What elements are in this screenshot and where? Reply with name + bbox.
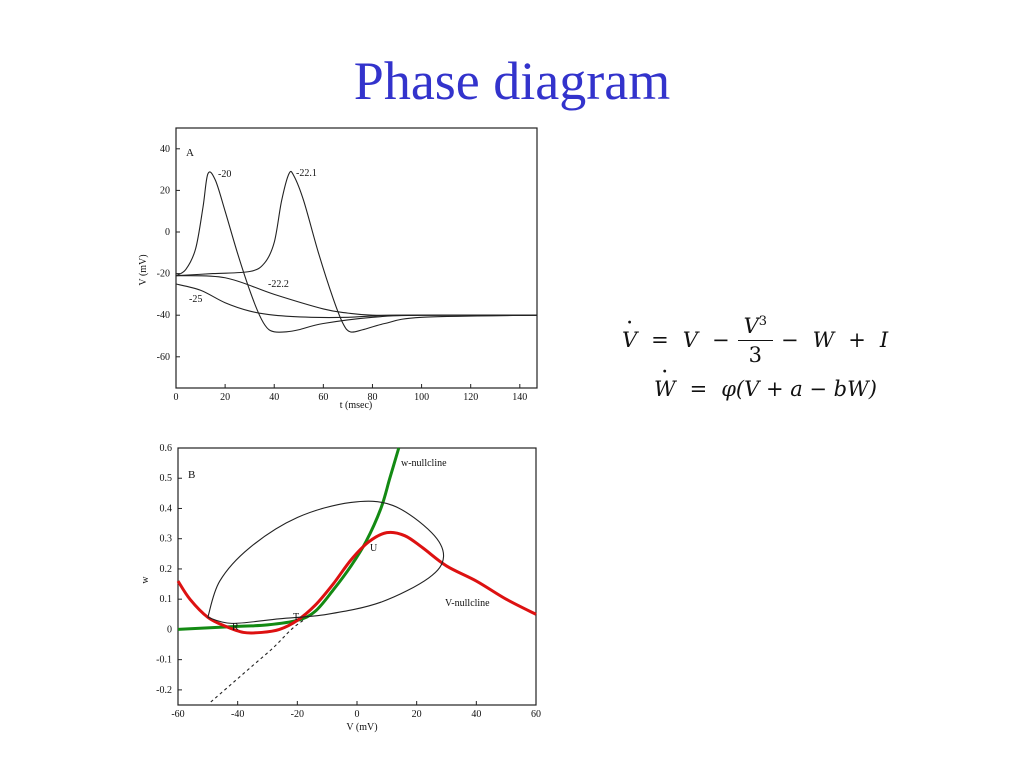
x-tick-label: 100	[414, 392, 429, 403]
y-tick-label: -40	[157, 310, 170, 321]
y-tick-label: -60	[157, 352, 170, 363]
eq1-term-w: W	[812, 328, 835, 352]
x-tick-label: 20	[220, 392, 230, 403]
y-tick-label: 0.5	[160, 473, 173, 484]
eq1-frac-num: V	[743, 313, 759, 338]
x-tick-label: -40	[231, 709, 244, 720]
panel-b-ylabel: w	[140, 576, 151, 584]
y-tick-label: 0.6	[160, 443, 173, 454]
y-tick-label: 0.3	[160, 534, 173, 545]
y-tick-label: -0.2	[156, 685, 172, 696]
series--22-2-line	[175, 275, 537, 316]
eq1-frac-exp: 3	[758, 313, 768, 329]
series-separatrix-line	[210, 619, 304, 703]
equation-w: W = φ(V + a − bW)	[622, 362, 952, 406]
x-tick-label: 40	[269, 392, 279, 403]
equation-v: V = V − V3 3 − W + I	[622, 308, 952, 372]
x-tick-label: 0	[174, 392, 179, 403]
series-w-nullcline-line	[177, 447, 401, 631]
panel-b-xlabel: V (mV)	[346, 722, 377, 733]
v-dot: V	[622, 313, 637, 352]
eq1-plus: +	[848, 328, 866, 352]
annotation-minus-22-1: -22.1	[296, 168, 317, 179]
x-tick-label: 120	[463, 392, 478, 403]
eq2-equals: =	[689, 377, 708, 401]
series-limit-cycle-line	[207, 500, 445, 624]
annotation-minus-20: -20	[218, 169, 231, 180]
x-tick-label: 0	[355, 709, 360, 720]
w-nullcline-label: w-nullcline	[401, 458, 447, 469]
equations-block: V = V − V3 3 − W + I W = φ(V + a − bW)	[622, 308, 952, 406]
series--22-1-line	[175, 170, 538, 333]
eq1-term-i: I	[879, 328, 889, 352]
y-tick-label: 0.2	[160, 564, 173, 575]
eq1-term-v: V	[682, 328, 698, 352]
eq1-minus-1: −	[711, 328, 730, 352]
x-tick-label: 60	[531, 709, 541, 720]
y-tick-label: -0.1	[156, 655, 172, 666]
eq1-minus-2: −	[781, 328, 799, 352]
point-t-label: T	[293, 612, 299, 623]
y-tick-label: 0	[167, 624, 172, 635]
eq2-rhs: φ(V + a − bW)	[721, 377, 877, 401]
series--25-line	[175, 283, 538, 319]
y-tick-label: 0.1	[160, 594, 173, 605]
x-tick-label: 140	[512, 392, 527, 403]
w-dot: W	[654, 362, 676, 401]
point-r-label: R	[232, 622, 239, 633]
panel-a-xlabel: t (msec)	[340, 400, 373, 411]
annotation-minus-22-2: -22.2	[268, 279, 289, 290]
panel-b-frame	[177, 447, 537, 706]
point-u-label: U	[370, 543, 378, 554]
panel-a-ylabel: V (mV)	[138, 254, 149, 285]
x-tick-label: 20	[412, 709, 422, 720]
panel-a-frame	[175, 127, 538, 389]
y-tick-label: 0	[165, 227, 170, 238]
x-tick-label: 40	[471, 709, 481, 720]
x-tick-label: -60	[171, 709, 184, 720]
annotation-minus-25: -25	[189, 294, 202, 305]
x-tick-label: 80	[367, 392, 377, 403]
y-tick-label: -20	[157, 269, 170, 280]
eq1-equals: =	[651, 328, 669, 352]
y-tick-label: 20	[160, 185, 170, 196]
v-nullcline-label: V-nullcline	[445, 598, 490, 609]
x-tick-label: -20	[291, 709, 304, 720]
y-tick-label: 40	[160, 144, 170, 155]
series--20-line	[175, 171, 538, 333]
eq1-frac-den: 3	[748, 342, 762, 367]
slide-title: Phase diagram	[353, 51, 671, 111]
panel-a-label: A	[186, 147, 194, 159]
y-tick-label: 0.4	[160, 503, 173, 514]
x-tick-label: 60	[318, 392, 328, 403]
series-v-nullcline-line	[176, 530, 537, 635]
panel-b-label: B	[188, 469, 195, 481]
eq1-fraction: V3 3	[737, 313, 774, 367]
